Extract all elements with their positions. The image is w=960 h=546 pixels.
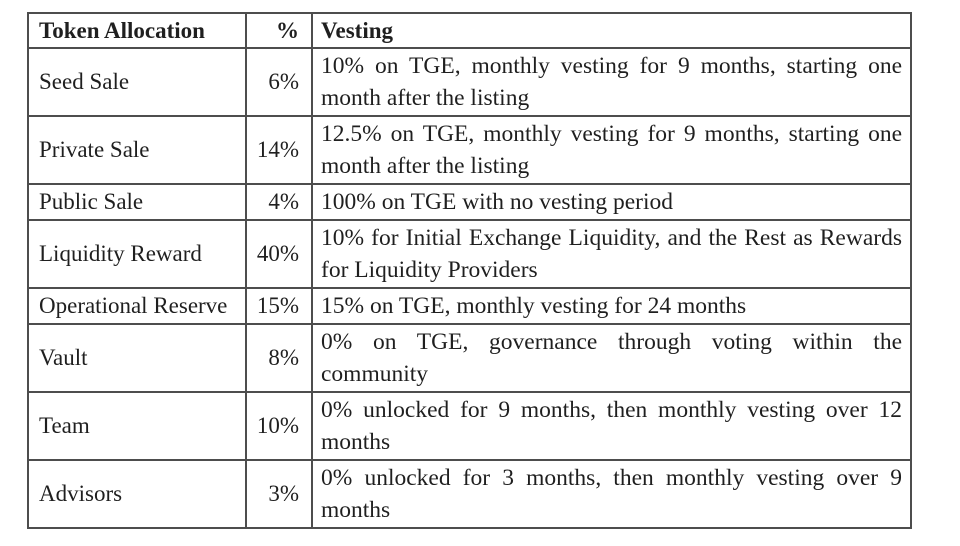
header-percent: % bbox=[245, 12, 313, 49]
allocation-cell: Advisors bbox=[27, 459, 247, 529]
table-row: Liquidity Reward 40% 10% for Initial Exc… bbox=[27, 219, 912, 289]
table-row: Vault 8% 0% on TGE, governance through v… bbox=[27, 323, 912, 393]
percent-cell: 10% bbox=[245, 391, 313, 461]
vesting-cell: 0% on TGE, governance through voting wit… bbox=[311, 323, 912, 393]
vesting-cell: 100% on TGE with no vesting period bbox=[311, 183, 912, 221]
percent-cell: 8% bbox=[245, 323, 313, 393]
table-header-row: Token Allocation % Vesting bbox=[27, 12, 912, 49]
header-token-allocation: Token Allocation bbox=[27, 12, 247, 49]
allocation-cell: Private Sale bbox=[27, 115, 247, 185]
allocation-cell: Liquidity Reward bbox=[27, 219, 247, 289]
token-allocation-table: Token Allocation % Vesting Seed Sale 6% … bbox=[27, 12, 912, 529]
allocation-cell: Seed Sale bbox=[27, 47, 247, 117]
vesting-cell: 0% unlocked for 3 months, then monthly v… bbox=[311, 459, 912, 529]
table-row: Team 10% 0% unlocked for 9 months, then … bbox=[27, 391, 912, 461]
table-row: Private Sale 14% 12.5% on TGE, monthly v… bbox=[27, 115, 912, 185]
allocation-cell: Public Sale bbox=[27, 183, 247, 221]
table-row: Advisors 3% 0% unlocked for 3 months, th… bbox=[27, 459, 912, 529]
percent-cell: 15% bbox=[245, 287, 313, 325]
allocation-cell: Team bbox=[27, 391, 247, 461]
vesting-cell: 10% for Initial Exchange Liquidity, and … bbox=[311, 219, 912, 289]
percent-cell: 6% bbox=[245, 47, 313, 117]
table-row: Operational Reserve 15% 15% on TGE, mont… bbox=[27, 287, 912, 325]
percent-cell: 40% bbox=[245, 219, 313, 289]
vesting-cell: 0% unlocked for 9 months, then monthly v… bbox=[311, 391, 912, 461]
vesting-cell: 15% on TGE, monthly vesting for 24 month… bbox=[311, 287, 912, 325]
allocation-cell: Operational Reserve bbox=[27, 287, 247, 325]
table-row: Seed Sale 6% 10% on TGE, monthly vesting… bbox=[27, 47, 912, 117]
vesting-cell: 12.5% on TGE, monthly vesting for 9 mont… bbox=[311, 115, 912, 185]
vesting-cell: 10% on TGE, monthly vesting for 9 months… bbox=[311, 47, 912, 117]
table-row: Public Sale 4% 100% on TGE with no vesti… bbox=[27, 183, 912, 221]
percent-cell: 14% bbox=[245, 115, 313, 185]
allocation-cell: Vault bbox=[27, 323, 247, 393]
header-vesting: Vesting bbox=[311, 12, 912, 49]
percent-cell: 4% bbox=[245, 183, 313, 221]
percent-cell: 3% bbox=[245, 459, 313, 529]
